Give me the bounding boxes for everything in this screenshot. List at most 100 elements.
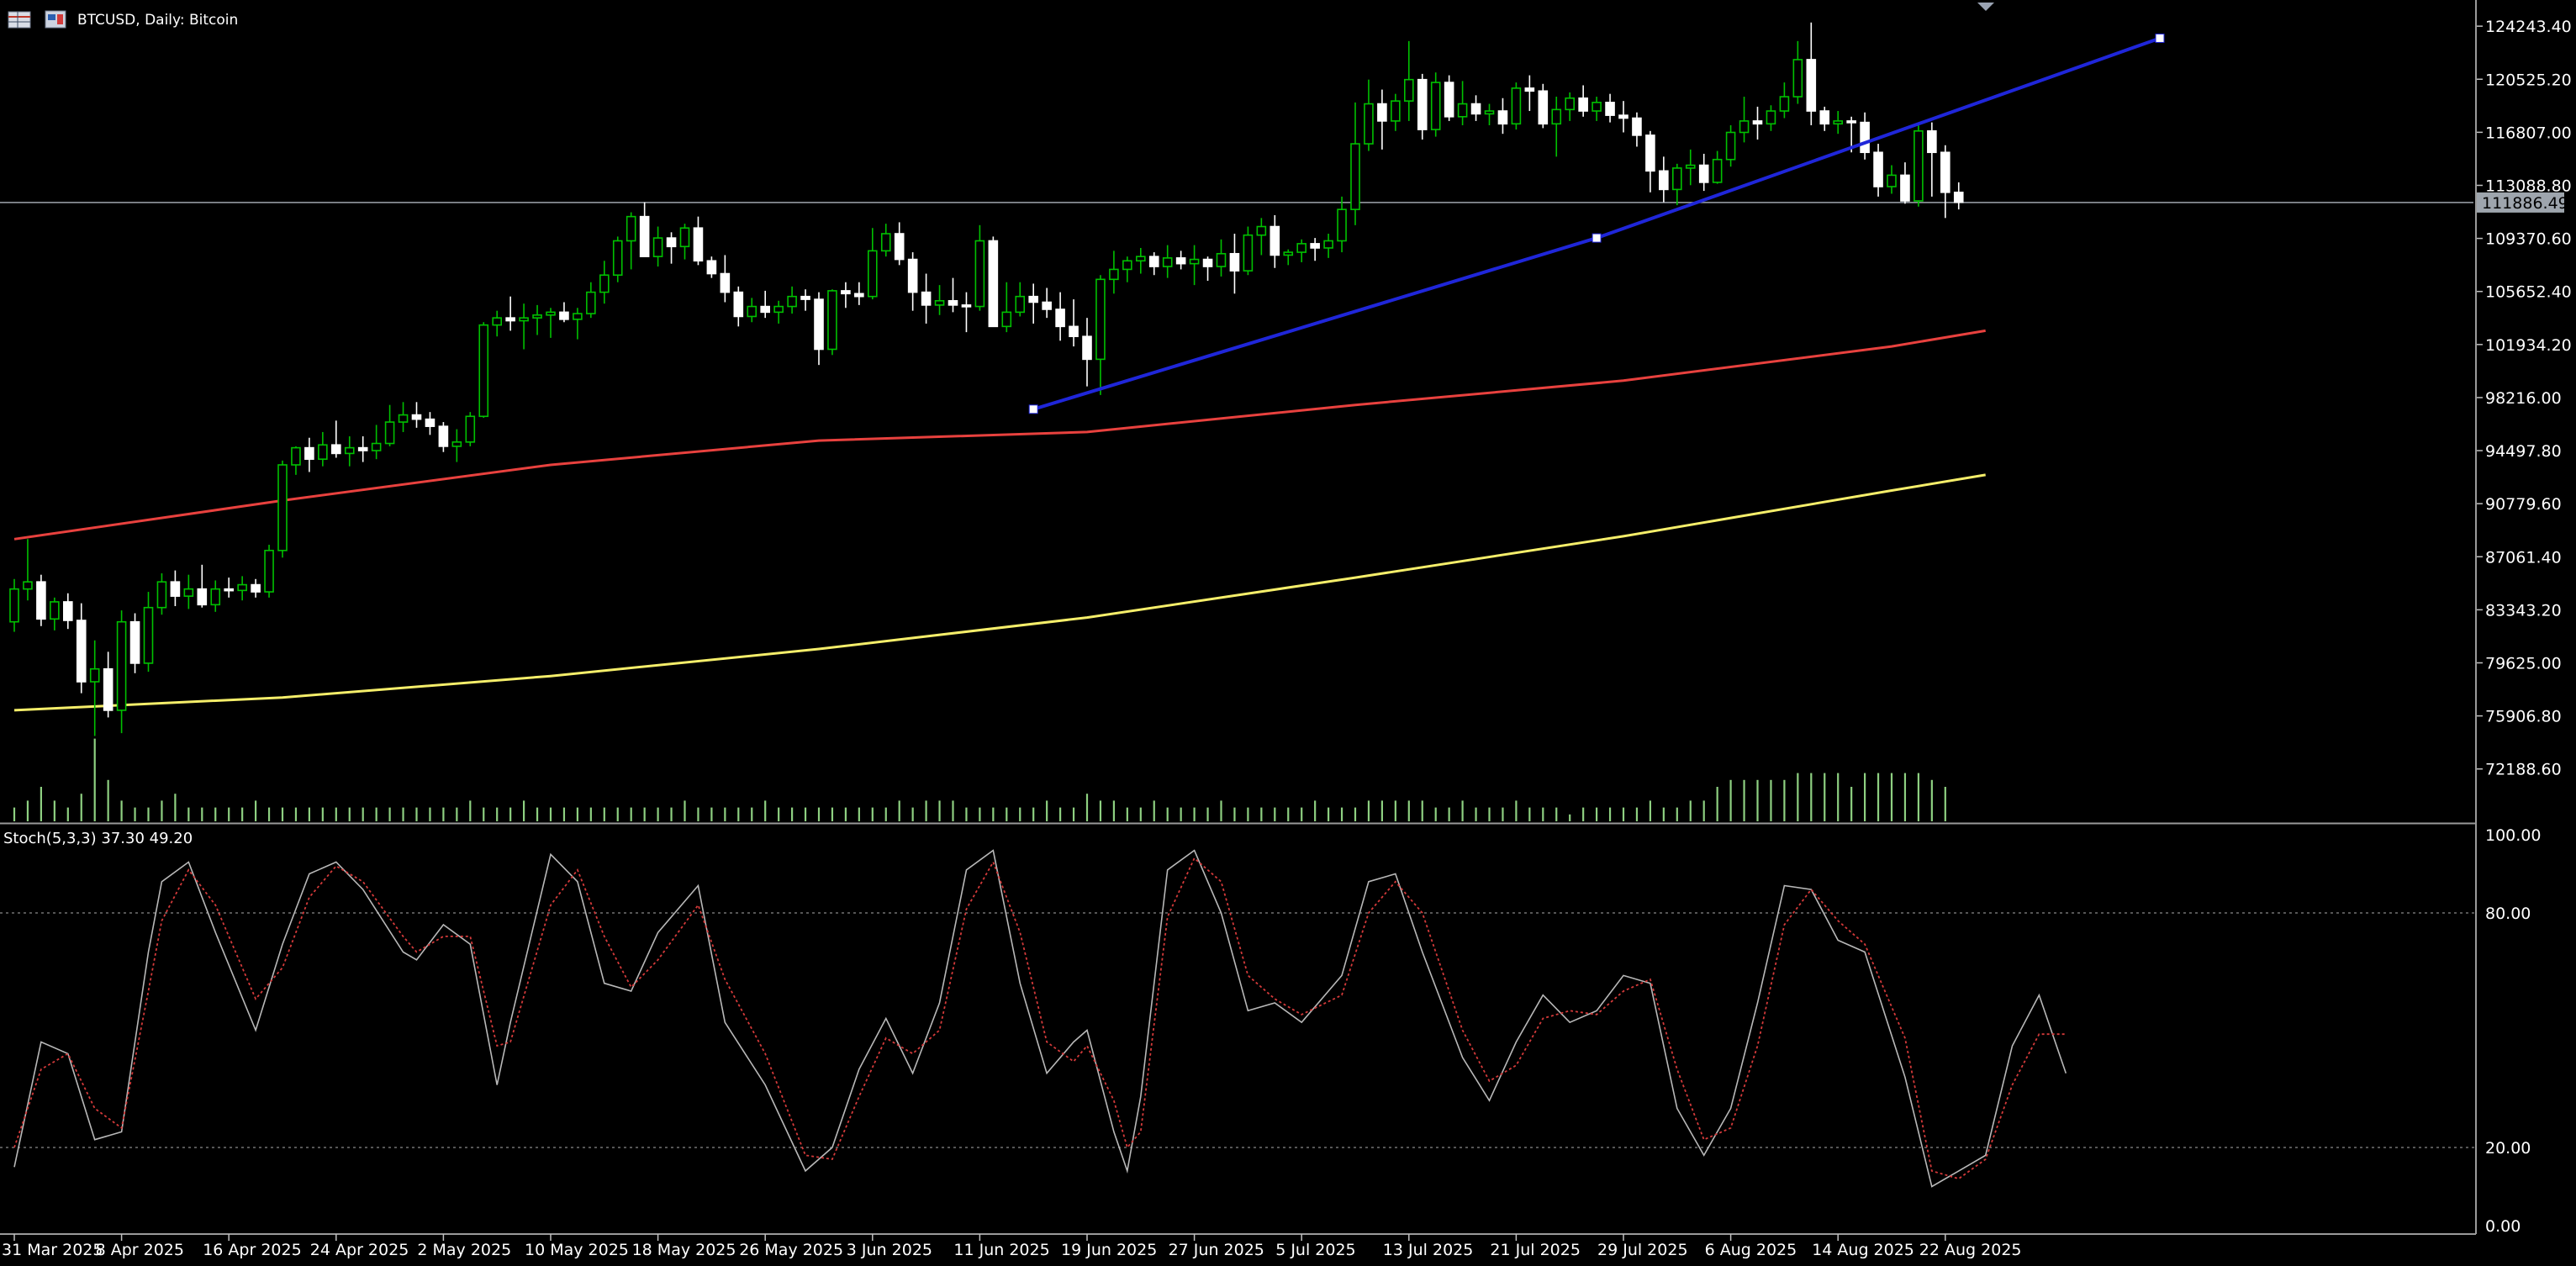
candle [827, 289, 837, 356]
candle [1752, 106, 1763, 140]
candle [1296, 239, 1306, 262]
candle [1927, 122, 1937, 197]
price-tick-label: 109370.60 [2485, 230, 2572, 249]
candle [546, 308, 556, 338]
candle [1364, 79, 1374, 151]
time-tick-label: 18 May 2025 [632, 1241, 736, 1259]
candle [156, 572, 167, 615]
candle [1712, 150, 1723, 184]
candle [1484, 103, 1495, 126]
candle [89, 640, 100, 736]
candle [1377, 89, 1387, 150]
candle [36, 574, 46, 626]
candle [1887, 165, 1897, 194]
candle [706, 256, 717, 278]
price-tick-label: 72188.60 [2485, 761, 2562, 779]
time-tick-label: 6 Aug 2025 [1705, 1241, 1797, 1259]
candle [505, 296, 515, 331]
trendline-anchor[interactable] [2155, 33, 2165, 43]
candle [773, 300, 784, 324]
candle [1055, 292, 1065, 341]
candle [438, 422, 449, 452]
candle [170, 570, 181, 607]
candle [1202, 256, 1213, 282]
time-tick-label: 14 Aug 2025 [1812, 1241, 1914, 1259]
current-price-badge [2477, 192, 2564, 213]
candle [1860, 112, 1870, 160]
price-tick-label: 113088.80 [2485, 177, 2572, 195]
candle [277, 460, 288, 558]
candle [1404, 40, 1414, 121]
candle [1283, 249, 1294, 266]
candle [1551, 97, 1562, 157]
trendline-group [1028, 33, 2165, 414]
candle [1082, 318, 1092, 387]
stochastic-tick-label: 80.00 [2485, 905, 2531, 923]
candle [9, 578, 19, 632]
header-description: Bitcoin [189, 12, 238, 29]
scroll-marker-icon[interactable] [1977, 3, 1994, 11]
candle [116, 610, 127, 734]
price-tick-label: 90779.60 [2485, 495, 2562, 514]
header-separator: , [135, 12, 145, 29]
time-tick-label: 24 Apr 2025 [310, 1241, 409, 1259]
candle [1430, 72, 1441, 137]
candle [921, 273, 932, 324]
candles [9, 22, 1964, 736]
candle [639, 202, 650, 257]
candle [814, 292, 824, 366]
candle [868, 228, 878, 300]
stochastic-main-line [13, 849, 2067, 1188]
candle [1229, 234, 1240, 294]
candle [398, 402, 409, 432]
stochastic-tick-label: 20.00 [2485, 1139, 2531, 1158]
candle [143, 592, 154, 673]
candle [1511, 82, 1522, 130]
candle [1069, 299, 1079, 347]
candle [1538, 83, 1549, 129]
price-tick-label: 116807.00 [2485, 124, 2572, 142]
candle [1524, 75, 1535, 112]
candle [1350, 102, 1360, 225]
candle [1310, 238, 1320, 261]
candle [961, 292, 972, 333]
candle [1914, 122, 1924, 207]
candle [854, 282, 864, 305]
price-pane[interactable] [0, 3, 2473, 821]
stochastic-tick-label: 0.00 [2485, 1217, 2521, 1236]
price-tick-label: 101934.20 [2485, 336, 2572, 355]
candle [1122, 256, 1132, 282]
time-tick-label: 19 Jun 2025 [1061, 1241, 1157, 1259]
stochastic-levels [0, 912, 2475, 1148]
candle [988, 236, 999, 328]
candle [948, 277, 958, 313]
candle [1645, 130, 1655, 193]
chart-window-icon[interactable] [45, 10, 66, 29]
trendline-anchor[interactable] [1028, 404, 1038, 414]
candle [586, 282, 596, 319]
candle [693, 216, 704, 266]
stochastic-pane[interactable]: Stoch(5,3,3) 37.30 49.20 [0, 830, 2475, 1188]
candle [1565, 92, 1575, 121]
candle [1698, 153, 1709, 192]
chart-grid-icon[interactable] [8, 11, 31, 29]
trendline-anchor[interactable] [1592, 233, 1602, 243]
header-colon: : [180, 12, 189, 29]
candle [934, 285, 945, 315]
price-axis: 124243.40 120525.20 116807.00 113088.80 1093… [2476, 18, 2572, 779]
candle [344, 436, 355, 467]
candle [465, 412, 476, 446]
time-tick-label: 3 Jun 2025 [847, 1241, 932, 1259]
time-tick-label: 31 Mar 2025 [2, 1241, 103, 1259]
price-tick-label: 83343.20 [2485, 601, 2562, 620]
candle [304, 437, 314, 472]
candle [612, 236, 623, 282]
candle [411, 402, 422, 428]
candle [1148, 252, 1159, 276]
candle [894, 222, 905, 266]
candle [1873, 144, 1883, 197]
candle [357, 436, 368, 462]
candle [787, 286, 797, 314]
